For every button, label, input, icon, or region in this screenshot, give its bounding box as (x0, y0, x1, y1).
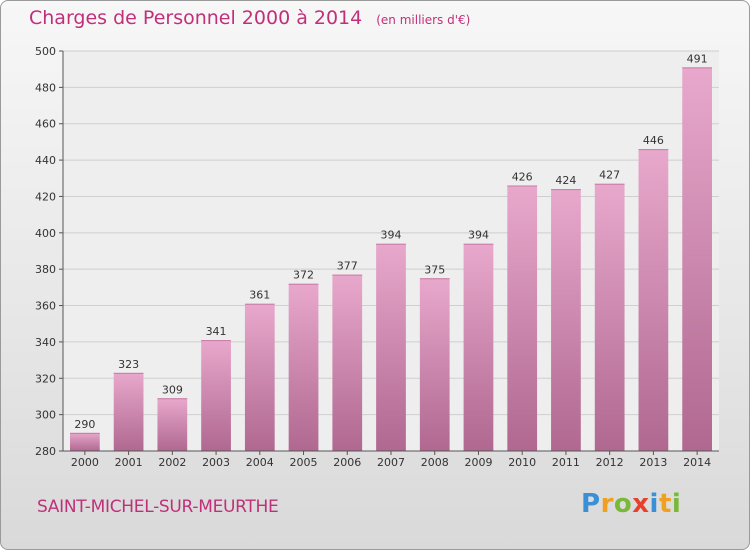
bar (332, 274, 363, 451)
y-tick-label: 300 (35, 409, 56, 422)
data-label: 424 (555, 174, 576, 187)
data-label: 323 (118, 358, 139, 371)
y-tick-label: 380 (35, 263, 56, 276)
y-tick-label: 480 (35, 81, 56, 94)
x-tick-label: 2003 (202, 456, 230, 469)
commune-name: SAINT-MICHEL-SUR-MEURTHE (37, 497, 279, 517)
data-label: 290 (74, 418, 95, 431)
data-label: 446 (643, 134, 664, 147)
data-label: 394 (468, 229, 489, 242)
bar (551, 189, 581, 451)
bar (244, 303, 275, 451)
chart-title: Charges de Personnel 2000 à 2014 (en mill… (29, 7, 470, 29)
data-label: 341 (206, 325, 227, 338)
bar (594, 183, 625, 451)
x-tick-label: 2012 (596, 456, 624, 469)
y-tick-label: 280 (35, 445, 56, 458)
y-tick-label: 320 (35, 372, 56, 385)
x-tick-label: 2014 (683, 456, 711, 469)
y-tick-label: 340 (35, 336, 56, 349)
x-tick-label: 2013 (639, 456, 667, 469)
bar (113, 372, 144, 451)
data-label: 309 (162, 383, 183, 396)
logo-letter: P (581, 489, 601, 519)
bar (638, 149, 669, 451)
y-tick-label: 500 (35, 45, 56, 58)
bar (69, 432, 100, 451)
logo-letter: i (649, 489, 659, 519)
y-tick-label: 400 (35, 227, 56, 240)
chart-subtitle: (en milliers d'€) (376, 13, 471, 27)
logo-letter: r (600, 489, 614, 519)
x-tick-label: 2006 (333, 456, 361, 469)
data-label: 372 (293, 269, 314, 282)
bar (157, 398, 188, 451)
chart-title-text: Charges de Personnel 2000 à 2014 (29, 7, 363, 29)
y-tick-label: 440 (35, 154, 56, 167)
logo-letter: t (658, 489, 672, 519)
logo-letter: x (632, 489, 650, 519)
x-tick-label: 2010 (508, 456, 536, 469)
data-label: 394 (381, 229, 402, 242)
bar (507, 185, 538, 451)
bar (419, 278, 450, 451)
bar (201, 340, 231, 451)
x-tick-label: 2005 (290, 456, 318, 469)
data-label: 375 (424, 263, 445, 276)
data-label: 426 (512, 171, 533, 184)
x-tick-label: 2004 (246, 456, 274, 469)
bar (682, 67, 713, 451)
x-tick-label: 2009 (464, 456, 492, 469)
x-tick-label: 2008 (421, 456, 449, 469)
x-tick-label: 2011 (552, 456, 580, 469)
y-tick-label: 420 (35, 190, 56, 203)
proxiti-logo: Proxiti (581, 489, 681, 519)
y-tick-label: 460 (35, 118, 56, 131)
x-tick-label: 2000 (71, 456, 99, 469)
bar (376, 243, 406, 451)
y-tick-label: 360 (35, 300, 56, 313)
bar (463, 243, 494, 451)
x-tick-label: 2001 (115, 456, 143, 469)
data-label: 377 (337, 260, 358, 273)
bar (288, 283, 319, 451)
data-label: 361 (249, 289, 270, 302)
logo-letter: i (671, 489, 682, 519)
logo-letter: o (613, 489, 633, 519)
x-tick-label: 2007 (377, 456, 405, 469)
x-tick-label: 2002 (158, 456, 186, 469)
data-label: 491 (687, 52, 708, 65)
data-label: 427 (599, 169, 620, 182)
